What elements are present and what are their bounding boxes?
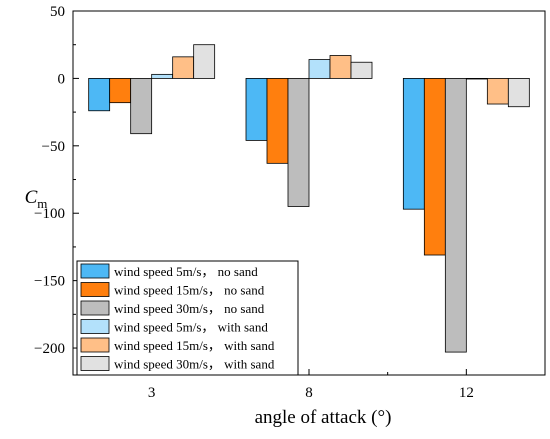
bar <box>329 55 352 79</box>
legend-box <box>76 260 299 376</box>
legend-swatch <box>80 263 110 279</box>
x-tick-label: 3 <box>148 385 156 401</box>
bar <box>130 78 153 135</box>
y-axis-title-sub: m <box>37 196 47 211</box>
y-tick-label: −200 <box>34 341 65 357</box>
bar <box>151 73 174 79</box>
y-tick-label: 50 <box>50 4 65 20</box>
legend-label: wind speed 5m/s， no sand <box>114 264 258 279</box>
legend-swatch <box>80 337 110 353</box>
x-tick-label: 8 <box>305 385 313 401</box>
x-tick-label: 12 <box>459 385 474 401</box>
axes-layer: 50 0 −50 −100 −150 −200 3 8 12 <box>34 4 546 401</box>
y-tick-label: 0 <box>58 71 66 87</box>
legend-label: wind speed 15m/s， no sand <box>114 283 265 298</box>
bar <box>308 59 331 79</box>
bar <box>88 78 111 112</box>
bars-layer <box>88 44 530 353</box>
bar <box>402 78 425 210</box>
y-tick-label: −100 <box>34 206 65 222</box>
legend-swatch <box>80 282 110 297</box>
bar <box>486 78 509 105</box>
legend-swatch <box>80 319 110 334</box>
x-axis-title: angle of attack (°) <box>255 407 392 428</box>
bar <box>245 78 268 141</box>
bar <box>465 78 488 80</box>
y-tick-label: −50 <box>42 139 65 155</box>
bar <box>350 61 373 79</box>
bar <box>287 78 310 207</box>
legend-swatch <box>80 300 110 316</box>
legend-label: wind speed 15m/s， with sand <box>114 338 275 353</box>
bar <box>423 78 446 256</box>
y-tick-label: −150 <box>34 274 65 290</box>
legend-label: wind speed 5m/s， with sand <box>114 320 268 335</box>
bar <box>266 78 289 164</box>
legend: wind speed 5m/s， no sand wind speed 15m/s… <box>76 260 299 376</box>
bar <box>507 78 530 108</box>
bar <box>109 78 132 104</box>
bar <box>172 56 195 79</box>
y-axis-title: Cm <box>25 187 48 211</box>
bar <box>444 78 467 353</box>
legend-label: wind speed 30m/s， with sand <box>114 357 275 372</box>
y-axis-title-main: C <box>25 187 38 208</box>
legend-swatch <box>80 356 110 371</box>
bar <box>193 44 216 79</box>
legend-label: wind speed 30m/s， no sand <box>114 301 265 316</box>
